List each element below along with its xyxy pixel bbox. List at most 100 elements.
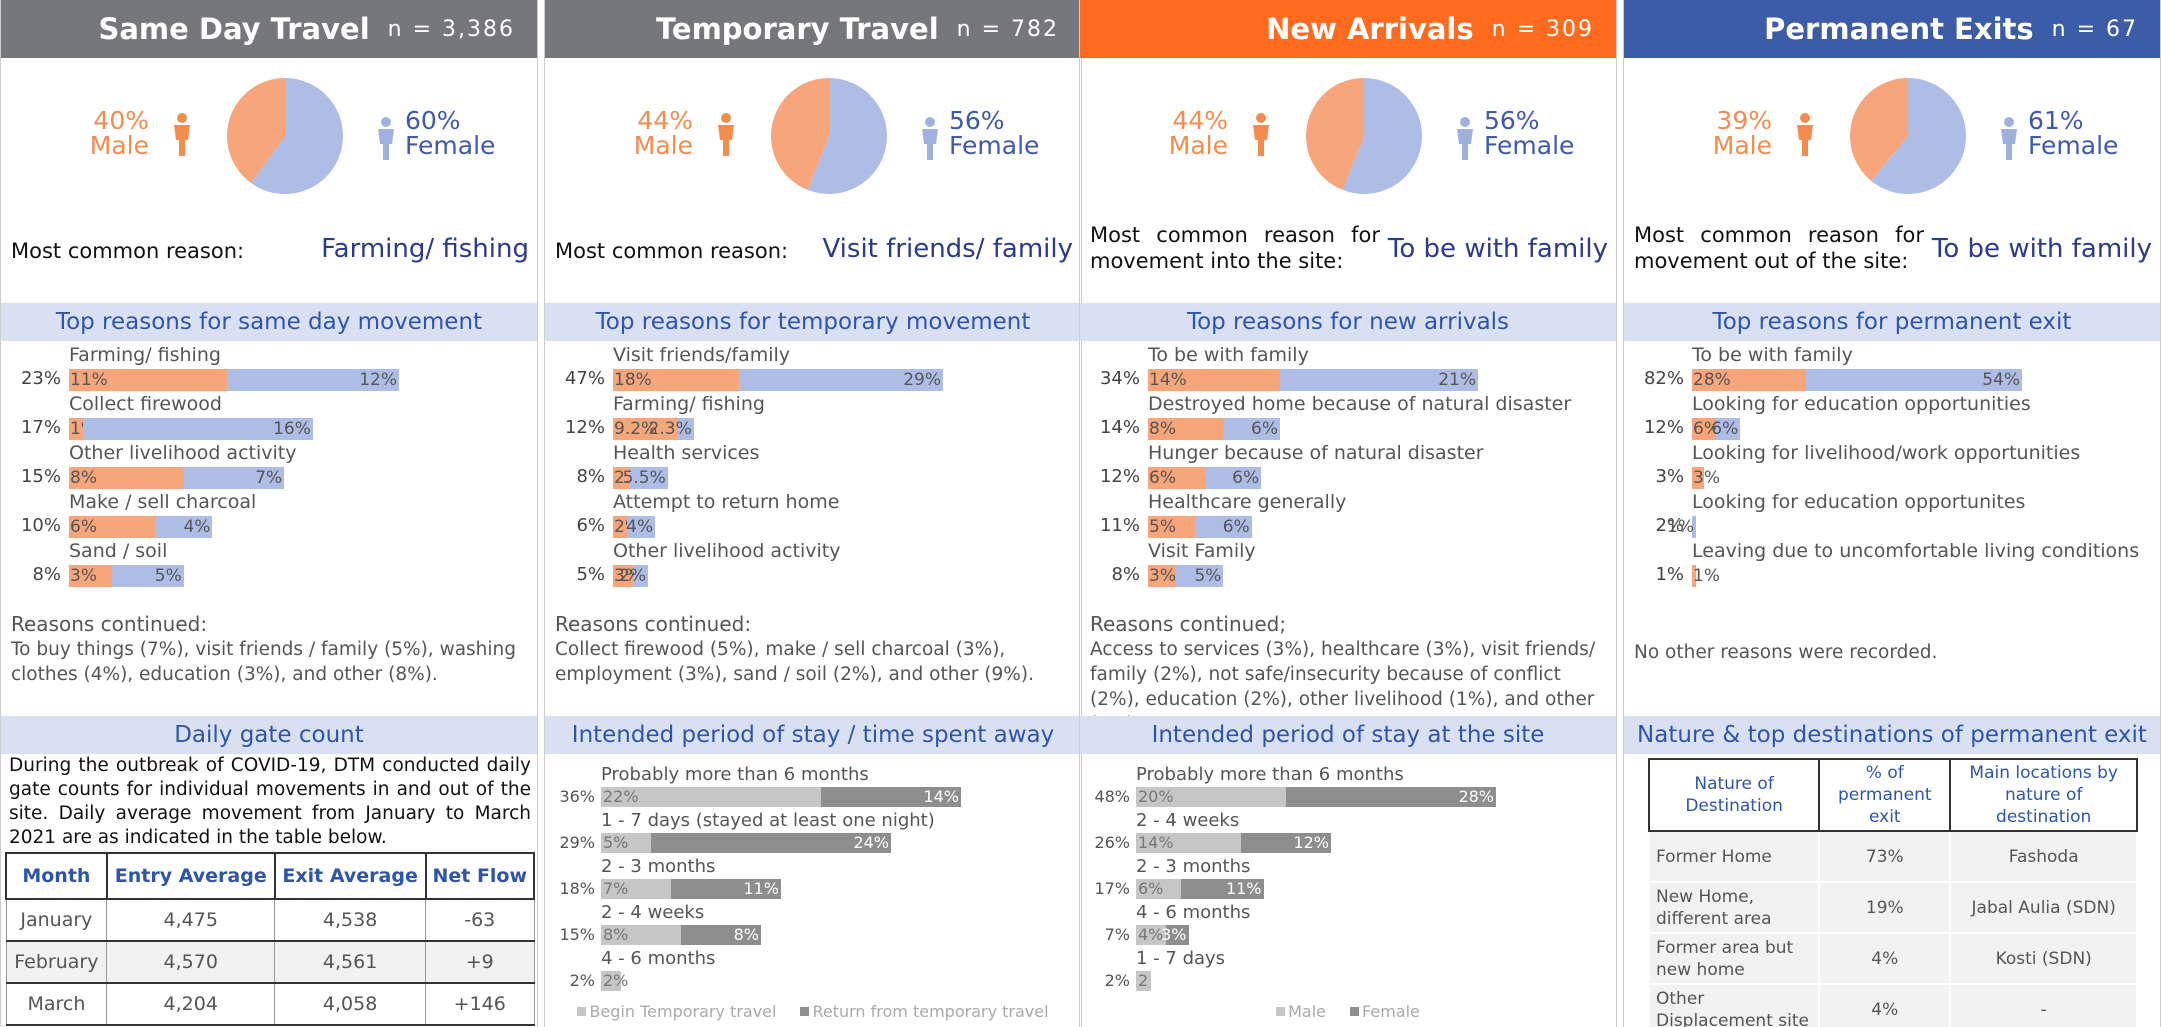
bar-value-label: 3% (70, 566, 97, 586)
category-label: 4 - 6 months (1136, 902, 1250, 923)
female-pct: 56% (949, 108, 1039, 133)
category-label: Farming/ fishing (69, 344, 221, 366)
reason-value: To be with family (1932, 234, 2152, 264)
male-pct: 39% (1713, 108, 1772, 133)
continued-text: Collect firewood (5%), make / sell charc… (555, 637, 1073, 687)
icon-head (925, 117, 935, 127)
female-label: 61%Female (2028, 108, 2118, 158)
category-label: Other livelihood activity (613, 540, 840, 562)
table-cell: 73% (1819, 831, 1950, 882)
panel: New Arrivalsn = 30944%Male56%FemaleMost … (1079, 0, 1617, 1027)
table-row: Other Displacement site4%- (1649, 984, 2137, 1027)
total-label: 14% (1100, 417, 1140, 438)
bar-value-label: 5% (155, 566, 182, 586)
male-pct: 40% (90, 108, 149, 133)
bar-value-label: 7% (603, 879, 628, 898)
male-text: Male (1169, 133, 1228, 158)
bar-value-label: 4% (183, 517, 210, 537)
total-label: 6% (576, 515, 605, 536)
person-icon (375, 116, 397, 160)
panel-header: Temporary Traveln = 782 (545, 0, 1081, 58)
category-label: Healthcare generally (1148, 491, 1346, 513)
category-label: Visit Family (1148, 540, 1256, 562)
section-header: Top reasons for temporary movement (545, 303, 1081, 341)
icon-head (721, 113, 731, 123)
female-pct: 61% (2028, 108, 2118, 133)
total-label: 8% (1111, 564, 1140, 585)
category-label: 2 - 3 months (1136, 856, 1250, 877)
total-label: 47% (565, 368, 605, 389)
table-header-cell: Net Flow (426, 853, 534, 899)
table-header-cell: Month (6, 853, 107, 899)
total-label: 7% (1105, 925, 1130, 944)
total-label: 29% (559, 833, 595, 852)
total-label: 8% (576, 466, 605, 487)
legend-item: Male (1276, 1002, 1326, 1021)
table-cell: Fashoda (1950, 831, 2137, 882)
bar-value-label: 4% (626, 517, 653, 537)
table-cell: +146 (426, 983, 534, 1025)
total-label: 23% (21, 368, 61, 389)
table-header-cell: Main locations by nature of destination (1950, 759, 2137, 831)
male-text: Male (634, 133, 693, 158)
bar-value-label: 3% (1161, 925, 1186, 944)
legend-swatch (800, 1007, 809, 1016)
person-icon (1250, 112, 1272, 156)
table-cell: -63 (426, 899, 534, 941)
gate-text: During the outbreak of COVID-19, DTM con… (9, 754, 531, 850)
bar-value-label: 4% (1138, 925, 1163, 944)
total-label: 1% (1655, 564, 1684, 585)
bar-value-label: 2% (603, 971, 628, 990)
table-row: January4,4754,538-63 (6, 899, 534, 941)
section-header: Daily gate count (1, 716, 537, 754)
total-label: 34% (1100, 368, 1140, 389)
section-header: Intended period of stay / time spent awa… (545, 716, 1081, 754)
female-text: Female (949, 133, 1039, 158)
bar-value-label: 6% (1149, 468, 1176, 488)
panel: Same Day Traveln = 3,38640%Male60%Female… (0, 0, 538, 1027)
category-label: Make / sell charcoal (69, 491, 256, 513)
female-label: 56%Female (1484, 108, 1574, 158)
bar-value-label: 6% (1223, 517, 1250, 537)
icon-body (2001, 129, 2017, 160)
bar-value-label: 6% (1251, 419, 1278, 439)
continued-title: Reasons continued: (11, 612, 529, 637)
bar-value-label: 29% (903, 370, 941, 390)
legend-text: Male (1288, 1002, 1326, 1021)
table-cell: 4% (1819, 933, 1950, 984)
male-label: 40%Male (90, 108, 149, 158)
male-label: 44%Male (1169, 108, 1228, 158)
bar-value-label: 8% (70, 468, 97, 488)
section-header: Top reasons for same day movement (1, 303, 537, 341)
bar-value-label: 8% (1149, 419, 1176, 439)
bar-value-label: 5% (1149, 517, 1176, 537)
bar-value-label: 1% (1667, 517, 1694, 537)
table-cell: March (6, 983, 107, 1025)
reason-label: Most common reason: (555, 238, 855, 264)
category-label: To be with family (1148, 344, 1309, 366)
bar-value-label: 5% (1194, 566, 1221, 586)
female-text: Female (405, 133, 495, 158)
table-header-row: Nature of Destination% of permanent exit… (1649, 759, 2137, 831)
table-cell: Former Home (1649, 831, 1819, 882)
reason-value: Farming/ fishing (321, 234, 529, 264)
total-label: 8% (32, 564, 61, 585)
icon-body (378, 129, 394, 160)
bar-value-label: 6% (1138, 879, 1163, 898)
total-label: 17% (1094, 879, 1130, 898)
table-row: February4,5704,561+9 (6, 941, 534, 983)
table-cell: 4,475 (107, 899, 275, 941)
panel: Permanent Exitsn = 6739%Male61%FemaleMos… (1623, 0, 2161, 1027)
reasons-continued: Reasons continued:Collect firewood (5%),… (555, 612, 1073, 687)
icon-body (922, 129, 938, 160)
category-label: Looking for education opportunities (1692, 393, 2031, 415)
total-label: 12% (565, 417, 605, 438)
icon-head (1460, 117, 1470, 127)
male-pct: 44% (1169, 108, 1228, 133)
table-cell: Kosti (SDN) (1950, 933, 2137, 984)
category-label: 2 - 4 weeks (1136, 810, 1239, 831)
total-label: 82% (1644, 368, 1684, 389)
female-label: 60%Female (405, 108, 495, 158)
legend-text: Return from temporary travel (812, 1002, 1048, 1021)
table-row: Former area but new home4%Kosti (SDN) (1649, 933, 2137, 984)
